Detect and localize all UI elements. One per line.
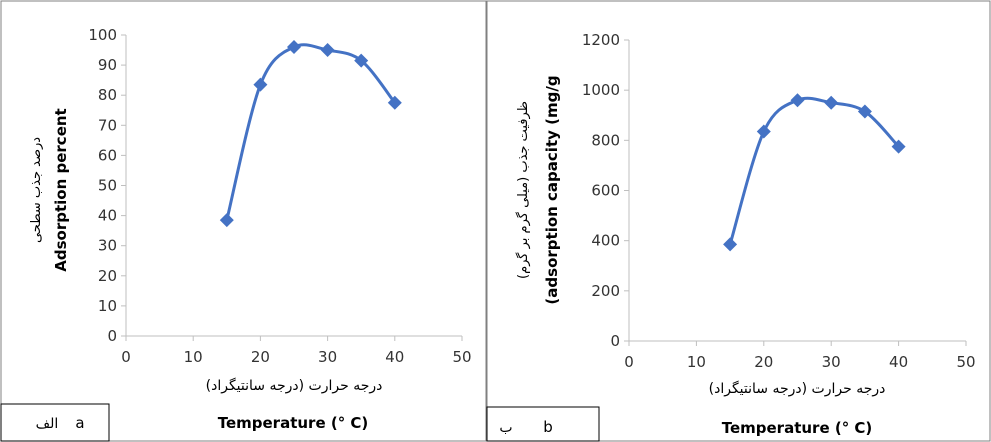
panel-a-x-tick-label: 0 — [121, 348, 131, 366]
panel-a-y-tick-label: 90 — [98, 56, 117, 74]
panel-b-y-tick-label: 200 — [591, 282, 620, 300]
panel-a-x-tick-label: 40 — [385, 348, 404, 366]
panel-b-x-tick-label: 50 — [956, 353, 975, 371]
panel-b-label-box — [486, 406, 600, 442]
panel-a-chart: 0 10 20 30 40 50 60 70 80 90 100 0 10 20 30 40 50 درصد … — [0, 26, 472, 442]
panel-a-ylabel-fa: درصد جذب سطحی — [29, 137, 44, 243]
panel-b-data-point — [756, 124, 771, 139]
panel-b-chart: 0 200 400 600 800 1000 1200 0 10 20 30 40 50 ظرفیت … — [486, 31, 976, 442]
panel-b-x-tick-label: 20 — [754, 353, 773, 371]
panel-b-y-tick-label: 400 — [591, 232, 620, 250]
panel-a-y-tick-label: 70 — [98, 116, 117, 134]
panel-b-label-fa: ب — [499, 420, 512, 436]
panel-b-y-tick-label: 600 — [591, 182, 620, 200]
panel-b-y-tick-label: 0 — [610, 332, 620, 350]
panel-b-ylabel: (adsorption capacity (mg/g — [543, 75, 561, 304]
panel-b-x-tick-label: 40 — [889, 353, 908, 371]
panel-b-y-ticks: 0 200 400 600 800 1000 1200 — [582, 31, 629, 350]
panel-b-data-point — [824, 95, 839, 110]
panel-a-y-tick-label: 50 — [98, 177, 117, 195]
panel-b-label: b — [543, 418, 553, 436]
panel-a-y-tick-label: 10 — [98, 297, 117, 315]
panel-a-data-point — [320, 43, 335, 58]
panel-a-x-ticks: 0 10 20 30 40 50 — [121, 336, 472, 366]
panel-b-xlabel: Temperature (° C) — [722, 419, 873, 437]
panel-b-ylabel-fa: ظرفیت جذب (میلی گرم بر گرم) — [515, 101, 531, 279]
panel-a-ylabel: Adsorption percent — [52, 108, 70, 271]
panel-a-y-tick-label: 30 — [98, 237, 117, 255]
panel-a-frame — [0, 0, 487, 442]
panel-b-y-tick-label: 800 — [591, 131, 620, 149]
panel-b-data-point — [891, 139, 906, 154]
panel-a-series-line — [225, 43, 396, 221]
panel-a-y-ticks: 0 10 20 30 40 50 60 70 80 90 100 — [88, 26, 126, 345]
panel-a-points — [219, 40, 402, 228]
panel-b-frame — [486, 0, 991, 442]
panel-a-y-tick-label: 0 — [107, 327, 117, 345]
panel-b-x-ticks: 0 10 20 30 40 50 — [624, 341, 976, 371]
panel-b-x-tick-label: 10 — [687, 353, 706, 371]
panel-b-y-tick-label: 1000 — [582, 81, 620, 99]
panel-a-label: a — [75, 414, 84, 432]
panel-a-y-tick-label: 100 — [88, 26, 117, 44]
panel-a-x-tick-label: 50 — [452, 348, 471, 366]
panel-a-data-point — [253, 77, 268, 92]
panel-a-y-tick-label: 60 — [98, 146, 117, 164]
panel-a-x-tick-label: 30 — [318, 348, 337, 366]
panel-a-label-fa: الف — [36, 416, 59, 432]
panel-b-data-point — [723, 237, 738, 252]
panel-a-data-point — [219, 213, 234, 228]
panel-b-y-tick-label: 1200 — [582, 31, 620, 49]
panel-a-data-point — [354, 53, 369, 68]
panel-b-x-tick-label: 0 — [624, 353, 634, 371]
panel-a-y-tick-label: 80 — [98, 86, 117, 104]
panel-b-series-line — [728, 96, 900, 245]
panel-a-xlabel: Temperature (° C) — [218, 414, 369, 432]
panel-b-points — [723, 93, 906, 252]
panel-a-x-tick-label: 20 — [251, 348, 270, 366]
panel-b-x-tick-label: 30 — [822, 353, 841, 371]
panel-b-data-point — [857, 104, 872, 119]
panel-b-data-point — [790, 93, 805, 108]
panel-a-y-tick-label: 20 — [98, 267, 117, 285]
panel-a-data-point — [287, 40, 301, 55]
panel-a-y-tick-label: 40 — [98, 207, 117, 225]
panel-a-xlabel-fa: درجه حرارت (درجه سانتیگراد) — [206, 377, 383, 394]
panel-a-data-point — [387, 95, 402, 110]
panel-b-xlabel-fa: درجه حرارت (درجه سانتیگراد) — [709, 380, 886, 397]
panel-a-x-tick-label: 10 — [184, 348, 203, 366]
panel-a-label-box — [0, 403, 110, 442]
